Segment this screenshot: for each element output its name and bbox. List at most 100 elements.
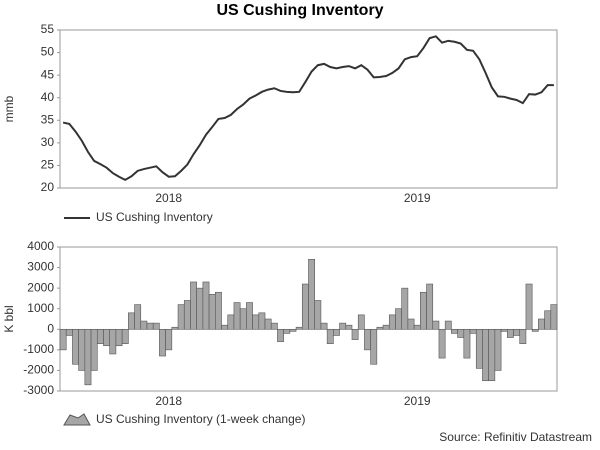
x-tick-label: 2019 (404, 394, 431, 408)
bar (289, 328, 297, 332)
bar (177, 304, 185, 330)
bar (401, 287, 409, 330)
chart-title: US Cushing Inventory (216, 2, 383, 19)
bar (103, 328, 111, 347)
y-tick-label: 3000 (27, 260, 54, 274)
bar (134, 304, 142, 330)
y-tick-label: 40 (41, 90, 55, 104)
bar (326, 328, 334, 344)
bar (544, 310, 552, 330)
bar (550, 304, 558, 330)
line (62, 35, 554, 182)
bar (277, 328, 284, 342)
bar (395, 308, 402, 330)
bar (65, 328, 73, 336)
bar (270, 322, 278, 330)
bar (388, 314, 396, 330)
bar (413, 324, 421, 330)
bar (215, 291, 222, 330)
y-tick-label: -2000 (23, 363, 54, 377)
bar (159, 328, 166, 357)
bar (513, 328, 521, 336)
bar (438, 328, 446, 359)
y-tick-label: 20 (41, 180, 55, 194)
bar (351, 328, 359, 340)
bar (482, 328, 489, 382)
bar (320, 322, 328, 330)
bar (258, 312, 266, 330)
bar (333, 328, 340, 336)
y-tick-label: 50 (41, 45, 55, 59)
source-note: Source: Refinitiv Datastream (439, 430, 592, 444)
bar (519, 328, 527, 344)
bar (78, 328, 86, 371)
bar (500, 328, 508, 332)
bar (538, 318, 545, 330)
bar (295, 326, 303, 330)
x-tick-label: 2018 (155, 394, 182, 408)
bar (115, 328, 123, 347)
bar (407, 318, 415, 330)
bar (432, 320, 440, 330)
plot-area (59, 29, 558, 189)
bar (308, 259, 316, 330)
y-tick-label: 35 (41, 112, 55, 126)
legend-swatch (63, 413, 91, 426)
y-tick-label: 0 (47, 321, 54, 335)
y-tick-label: 25 (41, 158, 55, 172)
bar (121, 328, 129, 344)
bar (376, 326, 384, 330)
bar (451, 328, 458, 334)
x-tick-label: 2018 (155, 191, 182, 205)
bar (208, 294, 216, 330)
bar (345, 324, 353, 330)
bar (84, 328, 92, 386)
bar (301, 283, 309, 330)
bar (457, 328, 465, 338)
bar (165, 328, 173, 351)
y-tick-label: -1000 (23, 342, 54, 356)
bar (252, 314, 260, 330)
bar (221, 324, 229, 330)
bar (239, 308, 247, 330)
bar (420, 291, 427, 330)
x-tick-label: 2019 (404, 191, 431, 205)
y-tick-label: -3000 (23, 383, 54, 397)
bar (426, 283, 434, 330)
y-tick-label: 55 (41, 22, 55, 36)
bar (128, 312, 135, 330)
bar (246, 302, 253, 330)
bar (171, 326, 179, 330)
y-tick-label: 4000 (27, 239, 54, 253)
y-axis-label: mmb (2, 95, 16, 122)
bar (59, 328, 67, 351)
legend-label: US Cushing Inventory (1-week change) (96, 412, 305, 426)
bar (364, 328, 371, 351)
y-tick-label: 1000 (27, 301, 54, 315)
bar (357, 314, 365, 330)
bar (146, 322, 154, 330)
bar (109, 328, 117, 355)
bar (190, 281, 197, 330)
bar (196, 287, 204, 330)
bar (72, 328, 79, 365)
bar (183, 300, 191, 330)
bar (90, 328, 98, 371)
bar (314, 300, 322, 330)
bar (227, 314, 235, 330)
bar (339, 322, 347, 330)
bar (531, 328, 539, 332)
bar (96, 328, 104, 344)
bar (494, 328, 502, 371)
bar (475, 328, 483, 369)
y-axis-label: K bbl (2, 305, 16, 332)
bar (506, 328, 514, 338)
y-tick-label: 45 (41, 67, 55, 81)
y-tick-label: 30 (41, 135, 55, 149)
bar (444, 320, 452, 330)
bar (463, 328, 471, 359)
bar (488, 328, 496, 382)
bar (469, 328, 477, 334)
bar (233, 302, 241, 330)
